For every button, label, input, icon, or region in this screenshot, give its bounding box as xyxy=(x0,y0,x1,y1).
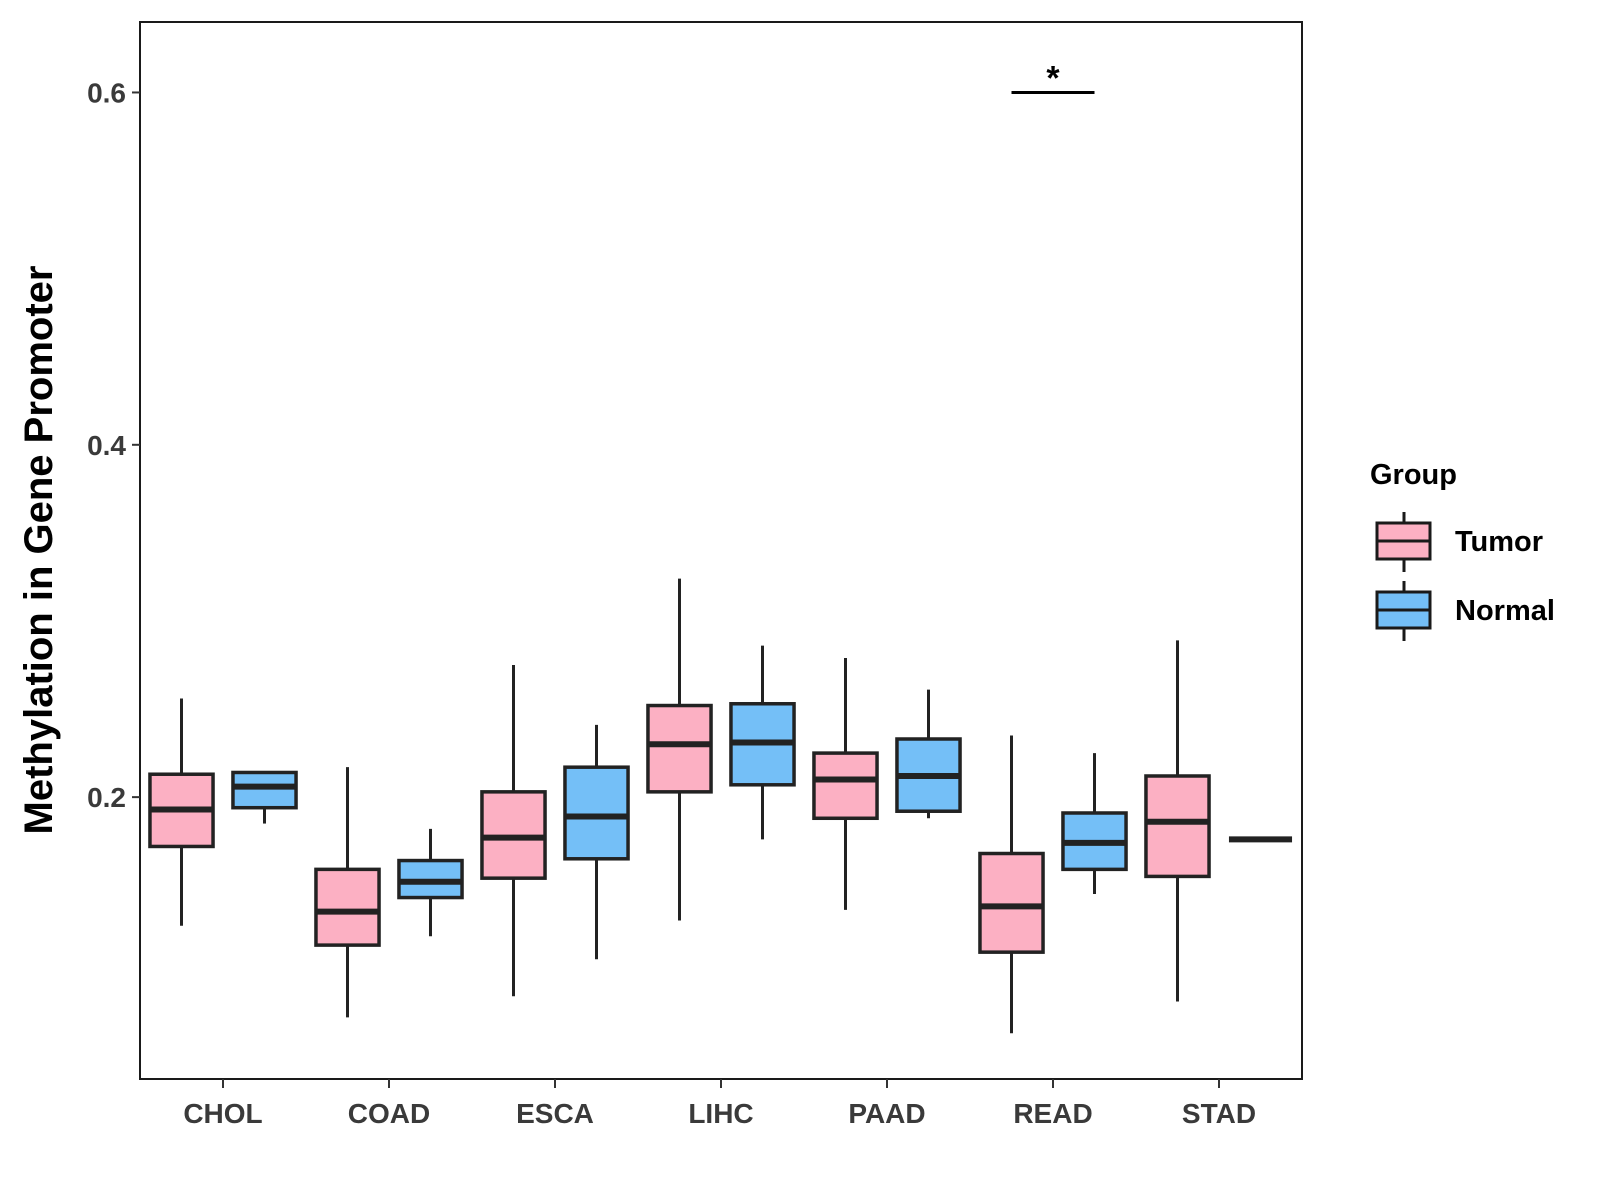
iqr-box-normal-esca xyxy=(563,765,630,861)
legend-normal-label: Normal xyxy=(1455,595,1555,627)
legend-item-normal: Normal xyxy=(1375,581,1555,641)
iqr-box-tumor-read xyxy=(978,851,1045,954)
legend-item-tumor: Tumor xyxy=(1375,512,1543,572)
y-axis-title: Methylation in Gene Promoter xyxy=(17,266,61,835)
box-normal-read xyxy=(1061,753,1128,895)
box-normal-paad xyxy=(895,689,962,819)
legend-title: Group xyxy=(1370,459,1457,491)
x-axis: CHOL COAD ESCA LIHC PAAD READ STAD xyxy=(183,1079,1256,1129)
box-tumor-esca xyxy=(480,665,547,997)
box-tumor-stad xyxy=(1144,640,1211,1002)
x-tick-label-stad: STAD xyxy=(1182,1098,1256,1129)
annotation-layer: * xyxy=(1011,59,1095,97)
x-tick-label-read: READ xyxy=(1013,1098,1092,1129)
iqr-box-tumor-paad xyxy=(812,751,879,821)
y-tick-label-0: 0.2 xyxy=(87,782,126,813)
box-tumor-coad xyxy=(314,767,381,1018)
y-tick-label-2: 0.6 xyxy=(87,77,126,108)
box-normal-chol xyxy=(231,770,298,824)
x-tick-label-chol: CHOL xyxy=(183,1098,262,1129)
x-tick-label-coad: COAD xyxy=(348,1098,430,1129)
box-normal-lihc xyxy=(729,645,796,840)
x-tick-label-lihc: LIHC xyxy=(688,1098,753,1129)
x-tick-label-paad: PAAD xyxy=(848,1098,925,1129)
x-tick-label-esca: ESCA xyxy=(516,1098,594,1129)
iqr-box-tumor-stad xyxy=(1144,774,1211,879)
legend: Group Tumor Normal xyxy=(1370,459,1555,641)
y-axis: 0.2 0.4 0.6 xyxy=(87,77,140,813)
iqr-box-tumor-coad xyxy=(314,867,381,947)
box-tumor-paad xyxy=(812,657,879,910)
iqr-box-tumor-lihc xyxy=(646,703,713,794)
legend-tumor-label: Tumor xyxy=(1455,526,1543,558)
box-normal-coad xyxy=(397,828,464,937)
y-tick-label-1: 0.4 xyxy=(87,430,126,461)
box-tumor-lihc xyxy=(646,578,713,921)
iqr-box-normal-chol xyxy=(231,770,298,810)
box-tumor-chol xyxy=(148,698,215,926)
box-normal-esca xyxy=(563,724,630,960)
significance-label-read: * xyxy=(1046,59,1060,97)
boxes-layer xyxy=(148,578,1293,1034)
box-tumor-read xyxy=(978,735,1045,1034)
